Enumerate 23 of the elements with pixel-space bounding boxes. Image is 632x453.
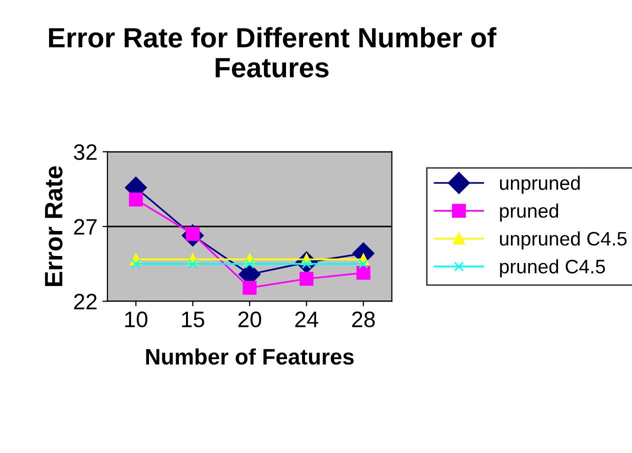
legend-label: unpruned bbox=[500, 176, 580, 194]
x-tick-label: 20 bbox=[238, 312, 262, 328]
legend-label: unpruned C4.5 bbox=[500, 231, 627, 250]
point bbox=[188, 259, 198, 269]
point bbox=[242, 280, 257, 295]
y-tick-label: 22 bbox=[74, 294, 97, 310]
legend-label: pruned C4.5 bbox=[500, 259, 605, 278]
x-tick-label: 10 bbox=[125, 312, 148, 328]
x-tick-label: 24 bbox=[295, 312, 318, 328]
y-tick-label: 27 bbox=[74, 219, 97, 235]
point bbox=[358, 259, 368, 269]
point bbox=[244, 259, 254, 269]
y-axis-title: Error Rate bbox=[45, 166, 63, 286]
x-axis-title: Number of Features bbox=[146, 348, 354, 365]
chart-title: Error Rate for Different Number of Features bbox=[49, 27, 496, 78]
x-tick-label: 28 bbox=[352, 312, 375, 328]
y-tick-label: 32 bbox=[74, 144, 97, 160]
point bbox=[356, 266, 370, 280]
point bbox=[128, 192, 143, 207]
legend-label: pruned bbox=[500, 204, 558, 222]
x-tick-label: 15 bbox=[182, 312, 204, 328]
point bbox=[131, 259, 141, 269]
point bbox=[300, 272, 314, 286]
